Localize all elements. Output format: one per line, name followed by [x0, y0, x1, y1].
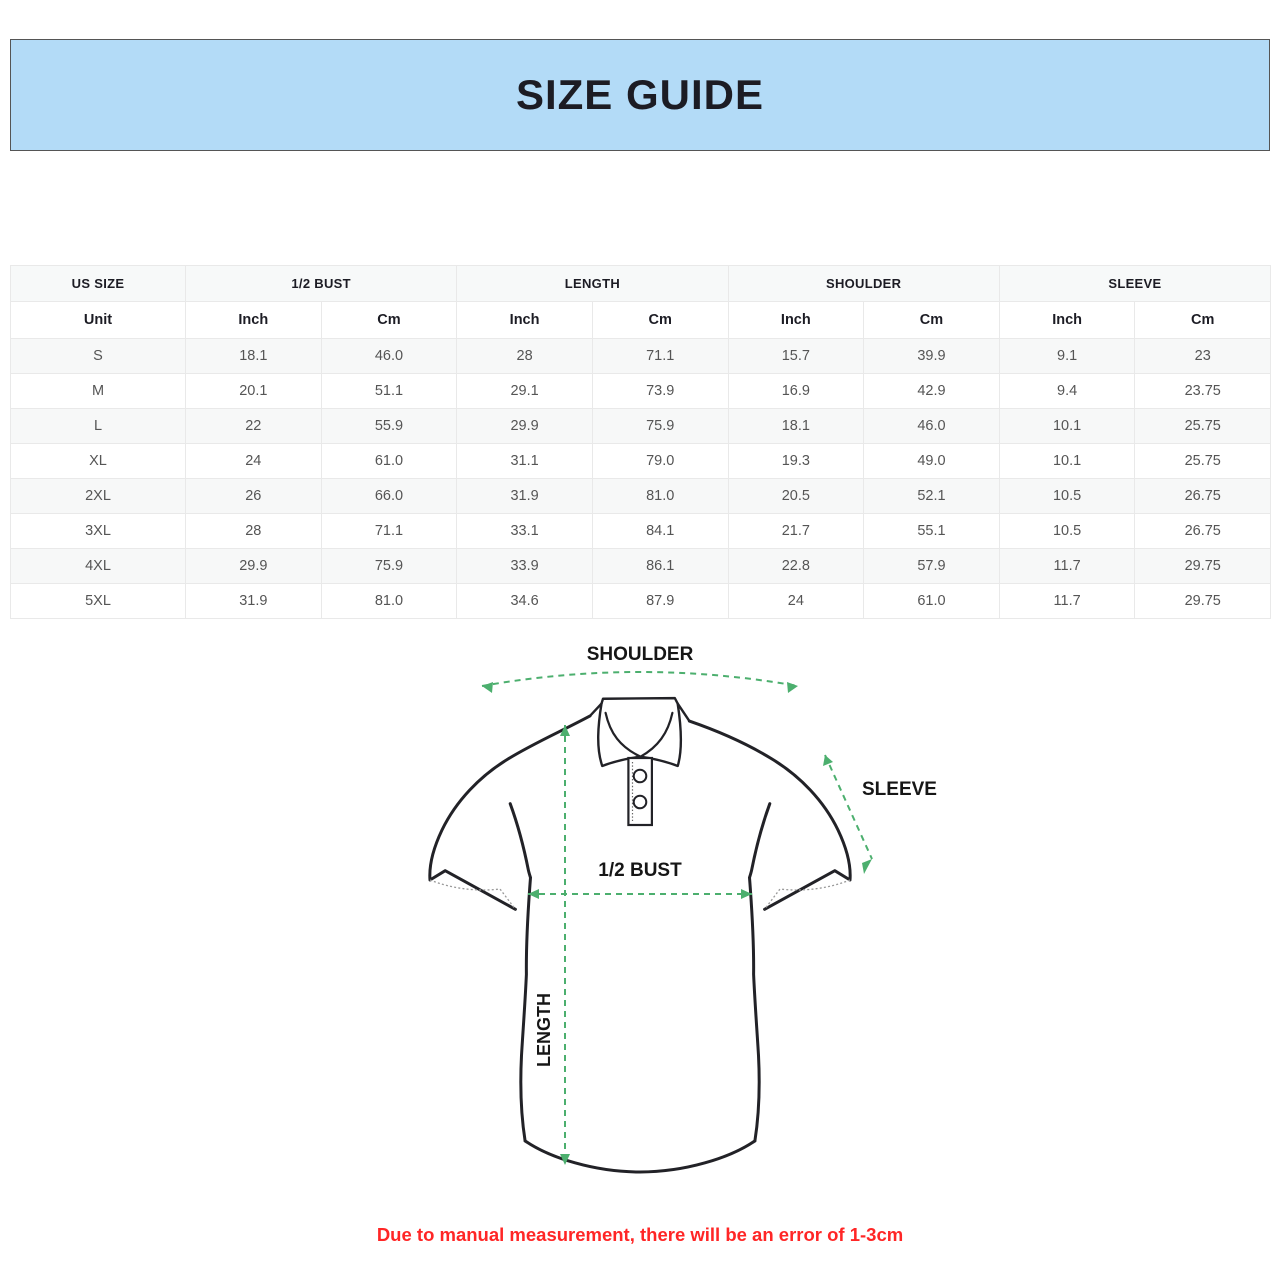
svg-text:1/2 BUST: 1/2 BUST	[598, 860, 682, 881]
svg-text:LENGTH: LENGTH	[534, 993, 554, 1067]
svg-text:SHOULDER: SHOULDER	[587, 644, 694, 665]
svg-text:SLEEVE: SLEEVE	[862, 779, 937, 800]
